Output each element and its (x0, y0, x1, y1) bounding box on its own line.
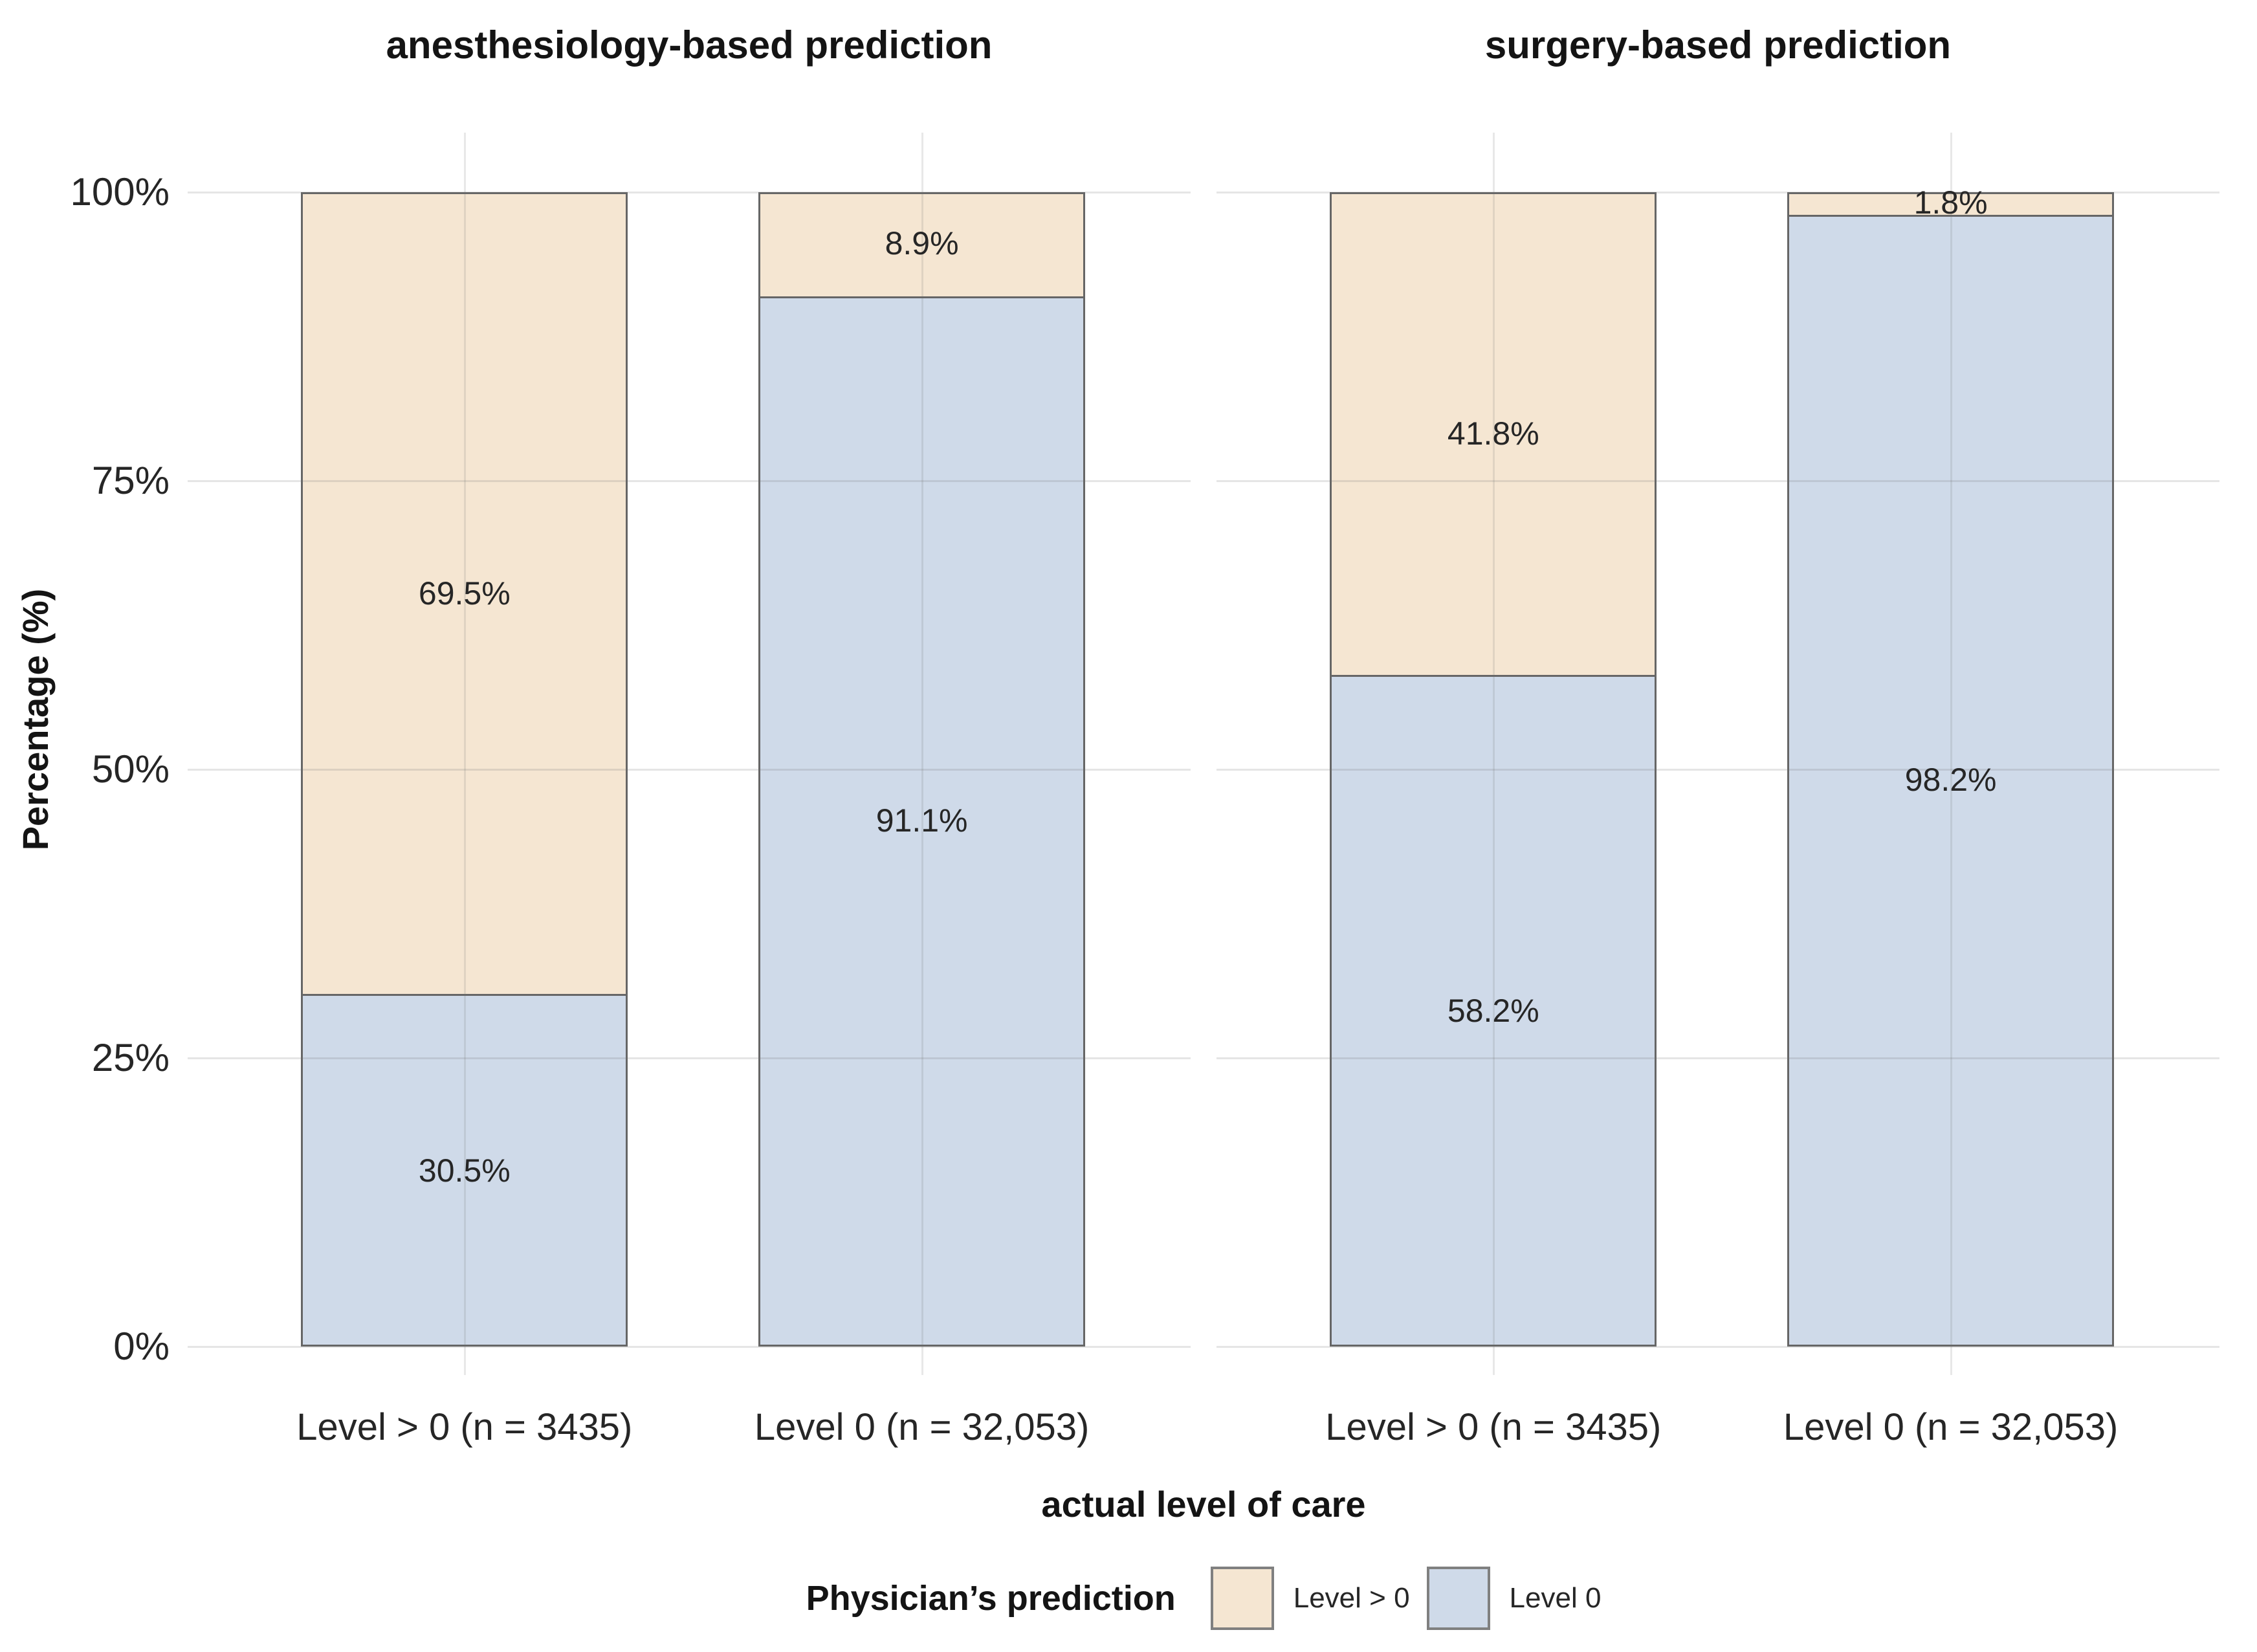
y-tick-label: 25% (91, 1036, 170, 1079)
facet-strip-title: surgery-based prediction (1484, 23, 1952, 67)
stacked-bar (1330, 192, 1657, 1347)
y-tick-label: 50% (91, 747, 170, 791)
vertical-gridline (921, 133, 923, 1375)
x-axis-title: actual level of care (1041, 1484, 1366, 1525)
horizontal-gridline (1217, 769, 2219, 771)
horizontal-gridline (1217, 1346, 2219, 1348)
bar-segment-label: 98.2% (1904, 762, 1997, 798)
horizontal-gridline (188, 1346, 1191, 1348)
horizontal-gridline (1217, 480, 2219, 482)
legend-label: Level 0 (1509, 1582, 1602, 1614)
facet-panel: 69.5% 30.5% 8.9% 91.1% (188, 133, 1191, 1375)
legend-label: Level > 0 (1293, 1582, 1410, 1614)
legend-entry-level-gt-0: Level > 0 (1210, 1567, 1410, 1630)
vertical-gridline (1492, 133, 1495, 1375)
bar-segment (760, 296, 1084, 1345)
horizontal-gridline (1217, 1057, 2219, 1059)
facet-panel: 41.8% 58.2% 1.8% 98.2% (1217, 133, 2219, 1375)
bar-segment (760, 194, 1084, 297)
horizontal-gridline (188, 192, 1191, 193)
bar-segment (1789, 194, 2113, 215)
stacked-bar (758, 192, 1086, 1347)
bar-segment-label: 1.8% (1913, 184, 1988, 221)
x-tick-label: Level > 0 (n = 3435) (296, 1406, 633, 1448)
bar-segment (1332, 675, 1655, 1345)
bar-segment (1789, 215, 2113, 1345)
x-tick-label: Level > 0 (n = 3435) (1325, 1406, 1662, 1448)
stacked-bar (301, 192, 628, 1347)
horizontal-gridline (188, 1057, 1191, 1059)
y-tick-label: 100% (70, 170, 170, 214)
legend-title: Physician’s prediction (806, 1579, 1176, 1618)
bar-segment (303, 194, 626, 994)
horizontal-gridline (1217, 192, 2219, 193)
bar-segment (1332, 194, 1655, 676)
legend-swatch-level-0 (1426, 1567, 1490, 1630)
bar-segment (303, 993, 626, 1345)
legend: Physician’s prediction Level > 0 Level 0 (188, 1553, 2219, 1644)
bar-segment-label: 58.2% (1447, 992, 1539, 1029)
horizontal-gridline (188, 769, 1191, 771)
legend-entry-level-0: Level 0 (1426, 1567, 1602, 1630)
facet-strip-title: anesthesiology-based prediction (386, 23, 993, 67)
bar-segment-label: 8.9% (885, 225, 959, 262)
bar-segment-label: 30.5% (418, 1152, 511, 1189)
bar-segment-label: 69.5% (418, 575, 511, 611)
bar-segment-label: 41.8% (1447, 415, 1539, 452)
bar-segment-label: 91.1% (875, 802, 968, 839)
y-tick-label: 75% (91, 459, 170, 502)
x-tick-label: Level 0 (n = 32,053) (754, 1406, 1090, 1448)
stacked-bar (1787, 192, 2115, 1347)
y-tick-label: 0% (113, 1325, 170, 1368)
x-tick-label: Level 0 (n = 32,053) (1783, 1406, 2119, 1448)
vertical-gridline (1950, 133, 1952, 1375)
vertical-gridline (463, 133, 466, 1375)
horizontal-gridline (188, 480, 1191, 482)
legend-swatch-level-gt-0 (1210, 1567, 1274, 1630)
